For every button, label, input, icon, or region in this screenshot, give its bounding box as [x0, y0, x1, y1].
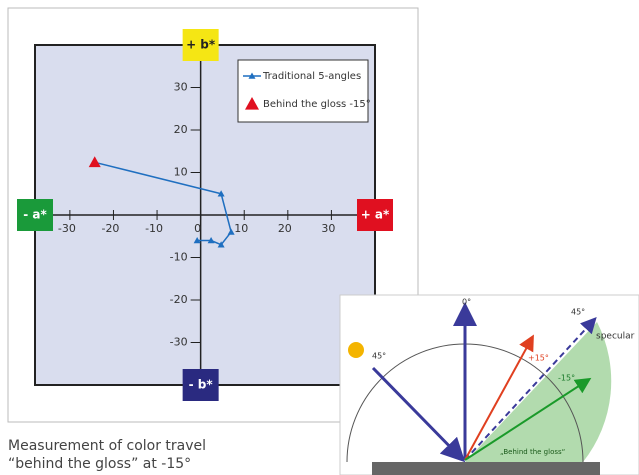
diagram-label: 0° — [462, 298, 471, 307]
y-tick-label: -30 — [170, 336, 188, 349]
minus15-arrow — [464, 377, 592, 461]
data-point — [193, 237, 201, 244]
sample — [372, 462, 600, 475]
x-tick-label: 30 — [321, 222, 335, 235]
legend-box — [237, 59, 369, 123]
legend-marker — [248, 72, 256, 79]
axis-end-box — [17, 199, 53, 231]
connector-line — [94, 161, 222, 195]
axis-end-label: - a* — [23, 208, 47, 222]
axis-end-label: + b* — [186, 38, 216, 52]
caption: Measurement of color travel “behind the … — [8, 438, 207, 472]
y-tick-label: 30 — [174, 81, 188, 94]
axis-end-box — [182, 369, 219, 401]
sun — [348, 342, 364, 358]
data-point — [88, 156, 101, 168]
axis-end-box — [182, 29, 219, 61]
legend-label: Behind the gloss -15° — [263, 99, 371, 110]
data-point — [217, 241, 225, 248]
data-point — [207, 237, 215, 244]
x-tick-label: -30 — [58, 222, 76, 235]
data-point — [227, 228, 235, 235]
x-tick-label: 0 — [194, 222, 201, 235]
x-tick-label: 10 — [234, 222, 248, 235]
y-tick-label: -20 — [170, 293, 188, 306]
specular-arrow — [464, 317, 597, 461]
data-point — [217, 190, 225, 197]
x-tick-label: 20 — [278, 222, 292, 235]
plus15-arrow — [464, 334, 534, 461]
incident-arrow — [371, 366, 466, 463]
diagram-label: -15° — [558, 374, 575, 383]
legend-marker — [245, 97, 259, 110]
axis-end-label: + a* — [361, 208, 390, 222]
diagram-label: 45° — [571, 308, 585, 317]
legend-label: Traditional 5-angles — [262, 71, 361, 82]
diagram-label: specular — [596, 332, 635, 342]
x-tick-label: -20 — [101, 222, 119, 235]
diagram: 0° 45° 45° specular +15° -15° „Behind th… — [339, 294, 639, 475]
chart: -30 -20 -10 0 10 20 30 -30 -20 -10 10 20 30 + b* - b* -… — [17, 29, 393, 401]
y-tick-label: -10 — [170, 251, 188, 264]
x-tick-label: -10 — [145, 222, 163, 235]
axis-end-box — [357, 199, 393, 231]
diagram-label: 45° — [372, 352, 386, 361]
diagram-label: „Behind the gloss“ — [500, 448, 565, 456]
gloss-wedge — [465, 322, 612, 462]
y-tick-label: 10 — [174, 166, 188, 179]
axis-end-label: - b* — [189, 378, 214, 392]
diagram-label: +15° — [528, 354, 549, 363]
y-tick-label: 20 — [174, 123, 188, 136]
